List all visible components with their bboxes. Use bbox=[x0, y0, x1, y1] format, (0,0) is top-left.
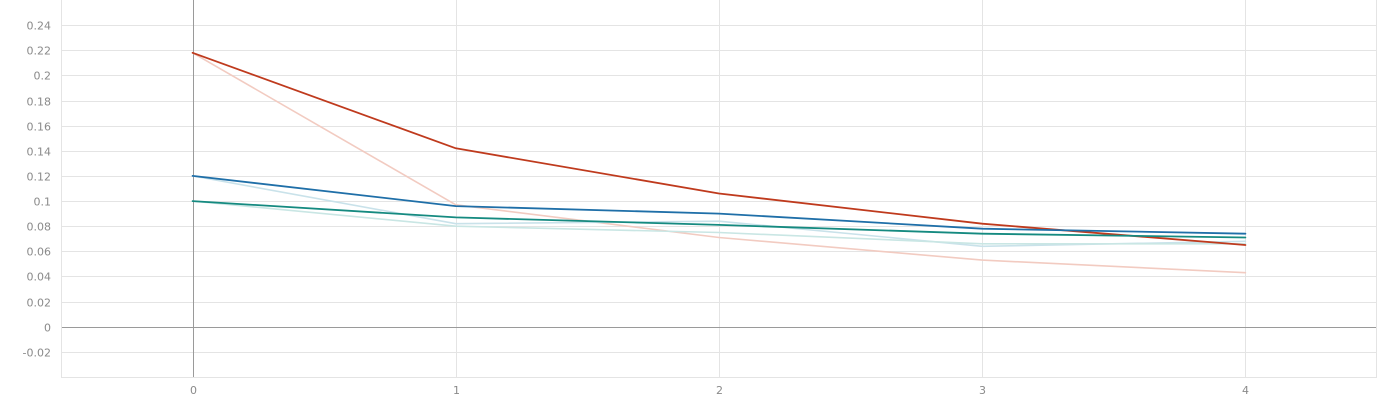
y-tick-label: 0.12 bbox=[27, 171, 52, 184]
grid-layer bbox=[61, 0, 1377, 377]
series-layer bbox=[191, 51, 1247, 274]
y-tick-label: 0.22 bbox=[27, 45, 52, 58]
y-tick-label: 0.24 bbox=[27, 20, 52, 33]
y-tick-label: 0.02 bbox=[27, 297, 52, 310]
y-tick-label: 0.06 bbox=[27, 246, 52, 259]
y-tick-label: 0.16 bbox=[27, 121, 52, 134]
y-tick-label: 0 bbox=[44, 322, 51, 335]
x-tick-label: 3 bbox=[979, 384, 986, 397]
y-tick-label: 0.04 bbox=[27, 271, 52, 284]
y-tick-label: 0.18 bbox=[27, 96, 52, 109]
series-line-5 bbox=[191, 174, 1247, 235]
y-tick-label: 0.08 bbox=[27, 221, 52, 234]
y-tick-label: 0.1 bbox=[34, 196, 52, 209]
x-tick-label: 4 bbox=[1242, 384, 1249, 397]
y-tick-label: -0.02 bbox=[23, 347, 51, 360]
axis-layer bbox=[61, 0, 1377, 378]
x-tick-label: 1 bbox=[453, 384, 460, 397]
series-line-6 bbox=[191, 200, 1247, 239]
y-tick-label: 0.14 bbox=[27, 146, 52, 159]
series-line-1 bbox=[191, 51, 1247, 274]
y-tick-label: 0.2 bbox=[34, 70, 52, 83]
x-tick-label: 2 bbox=[716, 384, 723, 397]
x-tick-label: 0 bbox=[190, 384, 197, 397]
series-line-2 bbox=[191, 175, 1247, 248]
series-line-3 bbox=[191, 200, 1247, 245]
tick-label-layer: -0.02 0 0.02 0.04 0.06 0.08 0.1 0.12 0.14 0.16 0.1… bbox=[23, 20, 1249, 398]
